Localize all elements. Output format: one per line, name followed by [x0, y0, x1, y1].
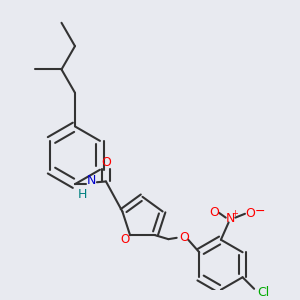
Text: Cl: Cl [258, 286, 270, 299]
Text: O: O [245, 207, 255, 220]
Text: N: N [226, 212, 235, 225]
Text: O: O [121, 233, 130, 246]
Text: +: + [232, 208, 238, 217]
Text: H: H [78, 188, 87, 201]
Text: O: O [209, 206, 219, 219]
Text: −: − [255, 205, 266, 218]
Text: N: N [86, 174, 96, 187]
Text: O: O [179, 231, 189, 244]
Text: O: O [101, 156, 111, 169]
